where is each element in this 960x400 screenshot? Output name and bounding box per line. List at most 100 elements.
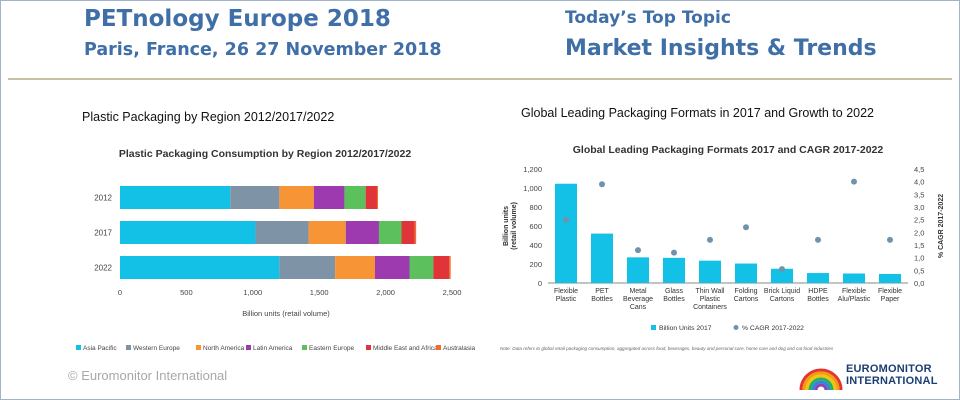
y-tick-label: 400 xyxy=(529,241,542,250)
bar-segment xyxy=(230,186,280,209)
logo-text-line1: EUROMONITOR xyxy=(846,363,932,375)
cagr-point xyxy=(563,216,569,223)
legend-swatch xyxy=(302,345,307,350)
bar-segment xyxy=(365,186,377,209)
chart-title: Global Leading Packaging Formats 2017 an… xyxy=(573,144,884,156)
legend-label: Australasia xyxy=(443,345,476,352)
topic-label: Today’s Top Topic xyxy=(565,8,731,28)
bar-segment xyxy=(344,186,366,209)
x-tick-label-line: Bottles xyxy=(807,296,829,303)
legend-label: North America xyxy=(203,345,245,352)
x-tick-label: Glass Bottles xyxy=(663,288,685,303)
legend-swatch xyxy=(733,325,739,330)
x-tick-label-line: Thin Wall xyxy=(696,288,725,295)
x-tick-label-line: PET xyxy=(595,288,609,295)
chart-title: Plastic Packaging Consumption by Region … xyxy=(119,148,412,160)
y2-tick-label: 2,0 xyxy=(914,228,924,237)
bar-segment xyxy=(279,186,314,209)
euromonitor-logo: EUROMONITOR INTERNATIONAL xyxy=(798,362,948,394)
x-tick-label-line: Containers xyxy=(693,304,727,311)
x-tick-label-line: Cartons xyxy=(770,296,795,303)
bar-segment xyxy=(374,256,410,279)
legend-swatch xyxy=(651,325,656,330)
x-tick-label: Thin Wall Plastic Containers xyxy=(693,288,727,311)
region-stacked-bar-chart: Plastic Packaging Consumption by Region … xyxy=(76,148,476,352)
bar-segment xyxy=(345,221,379,244)
legend-swatch xyxy=(436,345,441,350)
legend-swatch xyxy=(196,345,201,350)
x-tick-label-line: Bottles xyxy=(591,296,613,303)
cagr-point xyxy=(635,247,641,254)
bar-segment xyxy=(308,221,346,244)
cagr-point xyxy=(851,178,857,185)
bar-segment xyxy=(433,256,450,279)
x-tick-label-line: HDPE xyxy=(808,288,828,295)
x-tick-label: 1,500 xyxy=(310,288,329,297)
bar xyxy=(591,233,613,283)
bar-segment xyxy=(449,256,451,279)
x-tick-label: HDPE Bottles xyxy=(807,288,829,303)
bar-segment xyxy=(120,221,256,244)
logo-text-line2: INTERNATIONAL xyxy=(846,375,938,387)
bar-segment xyxy=(409,256,434,279)
x-tick-label: Brick Liquid Cartons xyxy=(764,288,800,303)
bar xyxy=(771,268,793,283)
bar xyxy=(843,273,865,283)
x-tick-label-line: Folding xyxy=(735,288,758,295)
y2-tick-label: 1,5 xyxy=(914,241,924,250)
y2-tick-label: 0,0 xyxy=(914,279,924,288)
legend-label: % CAGR 2017-2022 xyxy=(742,325,804,332)
cagr-point xyxy=(671,249,677,256)
cagr-point xyxy=(887,236,893,243)
bar-segment xyxy=(335,256,375,279)
x-tick-label-line: Cans xyxy=(630,304,647,311)
y-tick-label: 2017 xyxy=(94,229,112,238)
y-tick-label: 1,200 xyxy=(523,165,542,174)
legend-label: Eastern Europe xyxy=(309,345,355,352)
legend-label: Western Europe xyxy=(133,345,180,352)
x-tick-label-line: Brick Liquid xyxy=(764,288,800,295)
x-tick-label-line: Flexible xyxy=(842,288,866,295)
x-axis-label: Billion units (retail volume) xyxy=(242,309,330,318)
y2-tick-label: 1,0 xyxy=(914,254,924,263)
y2-tick-label: 2,5 xyxy=(914,216,924,225)
x-tick-label: 2,000 xyxy=(376,288,395,297)
legend-swatch xyxy=(366,345,371,350)
event-subtitle: Paris, France, 26 27 November 2018 xyxy=(84,40,442,60)
copyright-text: © Euromonitor International xyxy=(68,368,228,383)
x-tick-label-line: Cartons xyxy=(734,296,759,303)
cagr-point xyxy=(815,236,821,243)
bar-segment xyxy=(255,221,309,244)
legend-label: Asia Pacific xyxy=(83,345,117,352)
bar xyxy=(879,273,901,283)
legend-label: Middle East and Africa xyxy=(373,345,438,352)
topic-title: Market Insights & Trends xyxy=(565,36,877,61)
y-tick-label: 0 xyxy=(538,279,542,288)
y2-tick-label: 4,0 xyxy=(914,178,924,187)
x-tick-label: PET Bottles xyxy=(591,288,613,303)
x-tick-label: Folding Cartons xyxy=(734,288,759,303)
bar-segment xyxy=(279,256,336,279)
y-tick-label: 600 xyxy=(529,222,542,231)
bar-segment xyxy=(376,186,379,209)
legend-label: Latin America xyxy=(253,345,293,352)
x-tick-label-line: Bottles xyxy=(663,296,685,303)
x-tick-label-line: Flexible xyxy=(554,288,578,295)
x-tick-label-line: Plastic xyxy=(556,296,577,303)
bar xyxy=(555,183,577,283)
cagr-point xyxy=(743,224,749,231)
x-tick-label: 500 xyxy=(180,288,193,297)
packaging-formats-chart: Global Leading Packaging Formats 2017 an… xyxy=(500,144,945,351)
legend-swatch xyxy=(76,345,81,350)
bar xyxy=(627,257,649,283)
y2-tick-label: 0,5 xyxy=(914,266,924,275)
x-tick-label: Metal Beverage Cans xyxy=(623,288,653,311)
y-tick-label: 800 xyxy=(529,203,542,212)
bar xyxy=(735,263,757,283)
y-tick-label: 2022 xyxy=(94,264,112,273)
x-tick-label-line: Glass xyxy=(665,288,683,295)
y2-tick-label: 3,0 xyxy=(914,203,924,212)
x-tick-label-line: Flexible xyxy=(878,288,902,295)
bar-segment xyxy=(313,186,345,209)
bar xyxy=(699,260,721,283)
